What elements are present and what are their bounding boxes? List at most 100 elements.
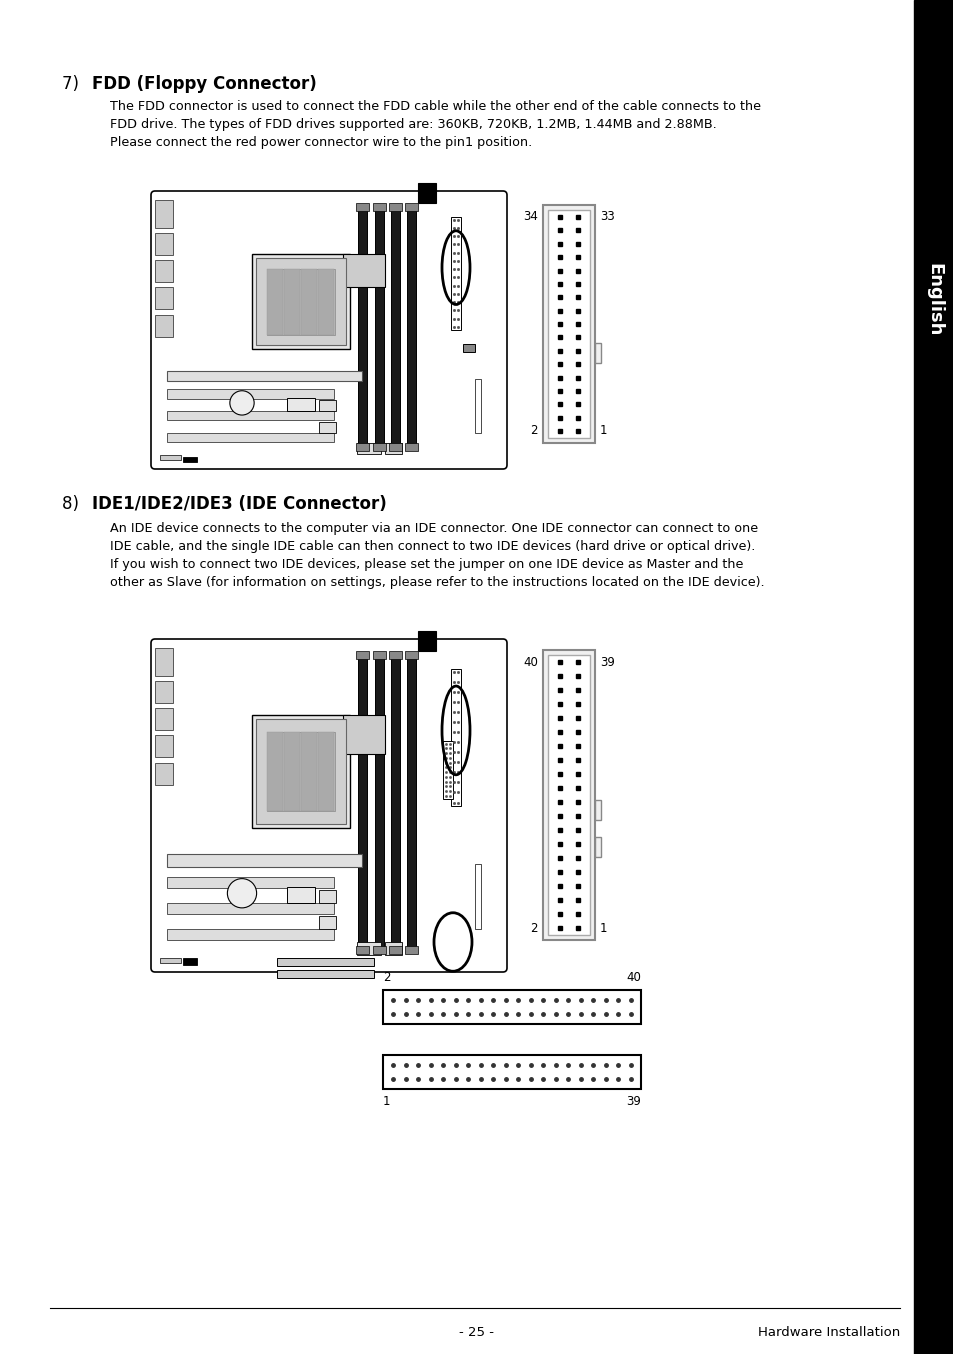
Bar — [318, 401, 335, 412]
Bar — [389, 651, 401, 659]
Bar — [301, 268, 317, 334]
Bar — [183, 456, 196, 462]
Bar — [405, 651, 417, 659]
Bar — [405, 946, 417, 955]
Bar — [384, 942, 401, 955]
Bar — [542, 204, 595, 443]
Text: IDE cable, and the single IDE cable can then connect to two IDE devices (hard dr: IDE cable, and the single IDE cable can … — [110, 540, 755, 552]
Bar — [407, 653, 416, 953]
FancyBboxPatch shape — [151, 191, 506, 468]
Bar — [389, 946, 401, 955]
Bar — [913, 0, 953, 1354]
Bar — [389, 203, 401, 211]
Bar — [183, 959, 196, 965]
Bar — [284, 731, 300, 811]
Bar — [595, 837, 600, 857]
Bar — [287, 887, 314, 903]
Bar — [160, 959, 181, 963]
Text: 34: 34 — [522, 210, 537, 223]
Bar — [355, 946, 369, 955]
Bar — [391, 204, 399, 450]
Bar — [462, 344, 475, 352]
Bar — [375, 204, 384, 450]
FancyBboxPatch shape — [151, 639, 506, 972]
Bar — [154, 315, 172, 337]
Text: 1: 1 — [599, 922, 607, 934]
Text: IDE1/IDE2/IDE3 (IDE Connector): IDE1/IDE2/IDE3 (IDE Connector) — [91, 496, 386, 513]
Bar — [318, 268, 334, 334]
Bar — [267, 268, 283, 334]
Bar — [167, 432, 334, 441]
Bar — [287, 398, 314, 412]
Bar — [301, 731, 317, 811]
Bar — [267, 268, 335, 334]
Bar — [407, 204, 416, 450]
Text: FDD drive. The types of FDD drives supported are: 360KB, 720KB, 1.2MB, 1.44MB an: FDD drive. The types of FDD drives suppo… — [110, 118, 716, 131]
Bar — [542, 650, 595, 940]
Bar — [375, 653, 384, 953]
Bar — [154, 287, 172, 309]
Bar — [267, 731, 283, 811]
Bar — [154, 735, 172, 757]
Text: other as Slave (for information on settings, please refer to the instructions lo: other as Slave (for information on setti… — [110, 575, 763, 589]
Bar — [373, 443, 386, 451]
Bar — [357, 204, 367, 450]
Bar — [154, 764, 172, 785]
Text: 40: 40 — [625, 971, 640, 984]
Bar — [417, 183, 436, 203]
Bar — [405, 443, 417, 451]
Bar — [256, 719, 346, 825]
Bar — [167, 877, 334, 888]
Text: 33: 33 — [599, 210, 614, 223]
Bar — [256, 259, 346, 345]
Bar — [342, 255, 384, 287]
Bar — [318, 731, 334, 811]
Bar — [267, 731, 335, 811]
Bar — [389, 443, 401, 451]
Bar — [373, 651, 386, 659]
Bar — [154, 200, 172, 227]
Text: 1: 1 — [599, 425, 607, 437]
Bar — [167, 371, 361, 382]
Text: 39: 39 — [625, 1095, 640, 1108]
Text: If you wish to connect two IDE devices, please set the jumper on one IDE device : If you wish to connect two IDE devices, … — [110, 558, 742, 571]
Bar — [391, 653, 399, 953]
Bar — [167, 390, 334, 399]
Bar — [154, 681, 172, 703]
Text: FDD (Floppy Connector): FDD (Floppy Connector) — [91, 74, 316, 93]
Bar — [357, 653, 367, 953]
Bar — [356, 443, 381, 454]
Bar — [253, 255, 350, 349]
Bar — [160, 455, 181, 460]
Bar — [442, 741, 453, 799]
Bar — [373, 203, 386, 211]
Bar — [154, 708, 172, 730]
Bar — [356, 942, 381, 955]
Bar — [342, 715, 384, 753]
Bar — [417, 631, 436, 651]
Bar — [451, 217, 460, 330]
Bar — [284, 268, 300, 334]
Bar — [384, 443, 401, 454]
Bar — [355, 651, 369, 659]
Text: - 25 -: - 25 - — [459, 1326, 494, 1339]
Text: The FDD connector is used to connect the FDD cable while the other end of the ca: The FDD connector is used to connect the… — [110, 100, 760, 112]
Bar — [276, 959, 374, 967]
Bar — [451, 669, 460, 806]
Text: 39: 39 — [599, 655, 615, 669]
Bar — [318, 917, 335, 929]
Bar — [318, 422, 335, 432]
Bar — [382, 990, 640, 1024]
Bar — [475, 379, 480, 432]
Text: 40: 40 — [522, 655, 537, 669]
Text: English: English — [924, 263, 942, 337]
Bar — [167, 903, 334, 914]
Circle shape — [230, 391, 253, 416]
Bar — [154, 260, 172, 282]
Bar — [373, 946, 386, 955]
Circle shape — [227, 879, 256, 909]
Bar — [167, 854, 361, 868]
Bar — [154, 649, 172, 676]
Text: Please connect the red power connector wire to the pin1 position.: Please connect the red power connector w… — [110, 135, 532, 149]
Text: 1: 1 — [382, 1095, 390, 1108]
